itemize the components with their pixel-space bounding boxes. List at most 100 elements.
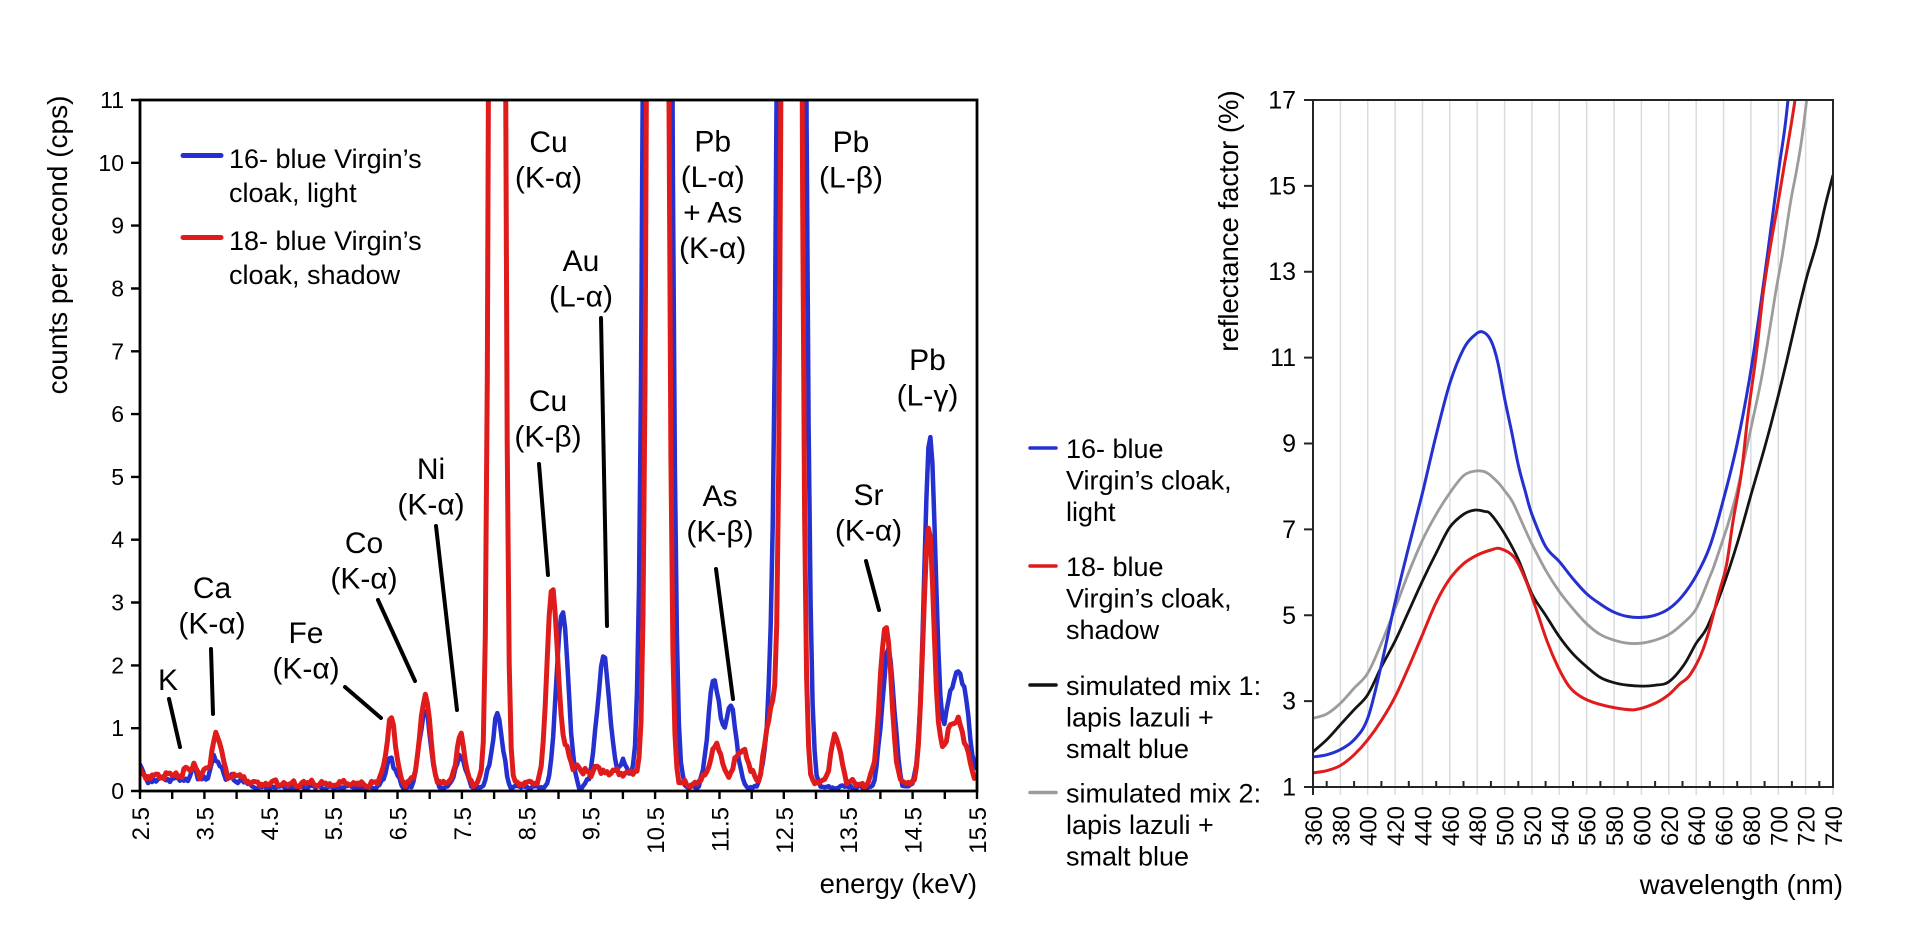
svg-text:480: 480 <box>1465 806 1492 846</box>
svg-text:11.5: 11.5 <box>708 807 735 852</box>
svg-text:shadow: shadow <box>1066 615 1160 645</box>
svg-text:360: 360 <box>1301 806 1328 846</box>
svg-text:18- blue: 18- blue <box>1066 552 1164 582</box>
svg-text:8.5: 8.5 <box>514 807 541 840</box>
svg-text:+ As: + As <box>683 197 742 230</box>
svg-text:(K-β): (K-β) <box>686 516 753 549</box>
svg-text:380: 380 <box>1328 806 1355 846</box>
svg-text:440: 440 <box>1411 806 1438 846</box>
svg-text:640: 640 <box>1684 806 1711 846</box>
svg-text:500: 500 <box>1493 806 1520 846</box>
svg-text:6.5: 6.5 <box>386 807 413 840</box>
svg-text:3: 3 <box>111 590 124 616</box>
svg-text:1: 1 <box>111 715 124 741</box>
svg-text:energy (keV): energy (keV) <box>820 868 977 899</box>
svg-text:9: 9 <box>1282 430 1296 458</box>
svg-text:18- blue Virgin’s: 18- blue Virgin’s <box>229 226 422 256</box>
svg-text:9: 9 <box>111 213 124 239</box>
svg-text:5: 5 <box>1282 602 1296 630</box>
svg-text:560: 560 <box>1575 806 1602 846</box>
svg-text:600: 600 <box>1629 806 1656 846</box>
svg-text:620: 620 <box>1657 806 1684 846</box>
svg-text:7.5: 7.5 <box>450 807 477 840</box>
svg-text:(K-α): (K-α) <box>178 608 245 641</box>
svg-text:lapis lazuli +: lapis lazuli + <box>1066 810 1214 840</box>
svg-text:520: 520 <box>1520 806 1547 846</box>
svg-text:740: 740 <box>1821 806 1848 846</box>
svg-text:(K-α): (K-α) <box>835 515 902 548</box>
svg-text:(K-β): (K-β) <box>514 421 581 454</box>
svg-text:(K-α): (K-α) <box>679 232 746 265</box>
svg-text:(K-α): (K-α) <box>397 489 464 522</box>
svg-text:2: 2 <box>111 652 124 678</box>
svg-text:400: 400 <box>1356 806 1383 846</box>
svg-text:Au: Au <box>563 245 600 278</box>
svg-text:15.5: 15.5 <box>965 807 992 854</box>
svg-text:(L-α): (L-α) <box>681 161 745 194</box>
svg-text:5.5: 5.5 <box>321 807 348 840</box>
svg-text:5: 5 <box>111 464 124 490</box>
svg-text:(K-α): (K-α) <box>330 563 397 596</box>
svg-text:2.5: 2.5 <box>128 807 155 840</box>
svg-text:12.5: 12.5 <box>772 807 799 854</box>
svg-text:light: light <box>1066 497 1116 527</box>
svg-text:16- blue Virgin’s: 16- blue Virgin’s <box>229 144 422 174</box>
svg-text:10.5: 10.5 <box>643 807 670 854</box>
svg-text:counts per second (cps): counts per second (cps) <box>42 96 73 395</box>
svg-text:7: 7 <box>111 338 124 364</box>
svg-text:3.5: 3.5 <box>192 807 219 840</box>
svg-text:simulated mix 1:: simulated mix 1: <box>1066 671 1261 701</box>
svg-text:14.5: 14.5 <box>901 807 928 854</box>
svg-text:(L-γ): (L-γ) <box>897 380 959 413</box>
svg-text:simulated mix 2:: simulated mix 2: <box>1066 779 1261 809</box>
svg-text:cloak, shadow: cloak, shadow <box>229 260 401 290</box>
svg-text:4.5: 4.5 <box>257 807 284 840</box>
svg-text:Cu: Cu <box>529 385 567 418</box>
svg-text:0: 0 <box>111 778 124 804</box>
svg-text:lapis lazuli +: lapis lazuli + <box>1066 702 1214 732</box>
svg-text:6: 6 <box>111 401 124 427</box>
svg-text:cloak, light: cloak, light <box>229 178 357 208</box>
svg-text:Virgin’s cloak,: Virgin’s cloak, <box>1066 465 1232 495</box>
svg-text:(L-β): (L-β) <box>819 162 883 195</box>
svg-text:9.5: 9.5 <box>579 807 606 840</box>
svg-text:540: 540 <box>1547 806 1574 846</box>
svg-text:Ca: Ca <box>193 572 232 605</box>
svg-text:(K-α): (K-α) <box>272 653 339 686</box>
svg-text:460: 460 <box>1438 806 1465 846</box>
svg-text:smalt blue: smalt blue <box>1066 841 1189 871</box>
svg-text:13: 13 <box>1268 258 1296 286</box>
svg-text:wavelength (nm): wavelength (nm) <box>1639 869 1843 900</box>
svg-text:Pb: Pb <box>694 126 731 159</box>
svg-text:4: 4 <box>111 527 124 553</box>
svg-text:1: 1 <box>1282 774 1296 802</box>
svg-text:7: 7 <box>1282 516 1296 544</box>
svg-text:Cu: Cu <box>529 126 567 159</box>
svg-text:720: 720 <box>1794 806 1821 846</box>
svg-text:Fe: Fe <box>288 617 323 650</box>
svg-text:Ni: Ni <box>417 453 445 486</box>
svg-text:11: 11 <box>1270 344 1296 372</box>
svg-text:660: 660 <box>1712 806 1739 846</box>
svg-text:(L-α): (L-α) <box>549 281 613 314</box>
svg-text:Virgin’s cloak,: Virgin’s cloak, <box>1066 583 1232 613</box>
svg-text:420: 420 <box>1383 806 1410 846</box>
svg-text:reflectance factor (%): reflectance factor (%) <box>1213 90 1244 351</box>
svg-text:580: 580 <box>1602 806 1629 846</box>
svg-text:Pb: Pb <box>833 126 870 159</box>
svg-text:15: 15 <box>1268 172 1296 200</box>
svg-text:16- blue: 16- blue <box>1066 434 1164 464</box>
svg-text:10: 10 <box>98 150 124 176</box>
svg-text:smalt blue: smalt blue <box>1066 734 1189 764</box>
svg-text:700: 700 <box>1766 806 1793 846</box>
svg-text:13.5: 13.5 <box>836 807 863 854</box>
svg-text:17: 17 <box>1268 87 1296 115</box>
svg-text:680: 680 <box>1739 806 1766 846</box>
svg-text:Sr: Sr <box>854 479 884 512</box>
svg-text:11: 11 <box>100 87 124 113</box>
svg-text:As: As <box>702 480 737 513</box>
svg-text:(K-α): (K-α) <box>515 162 582 195</box>
svg-text:Co: Co <box>345 527 383 560</box>
svg-text:3: 3 <box>1282 688 1296 716</box>
svg-text:Pb: Pb <box>909 344 946 377</box>
